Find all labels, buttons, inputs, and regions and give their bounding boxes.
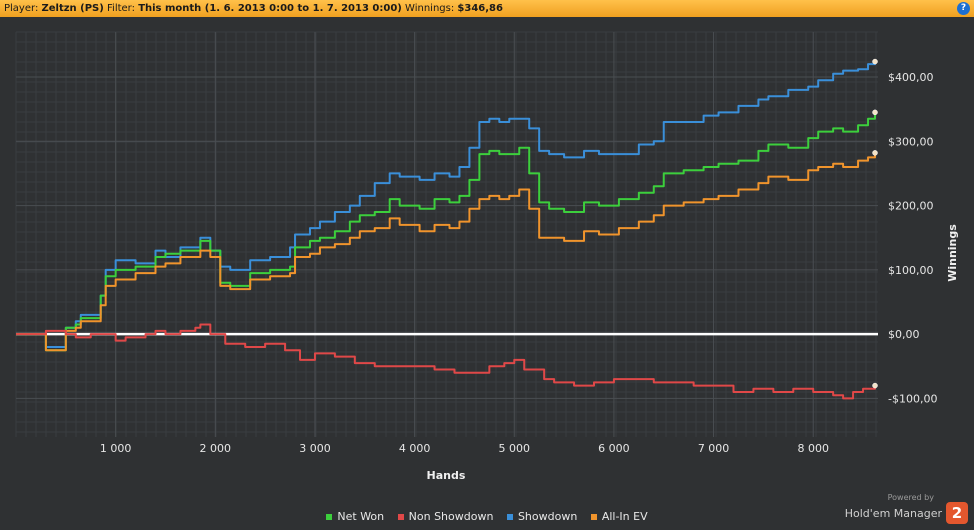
- winnings-value: $346,86: [457, 3, 503, 14]
- series-line: [16, 152, 877, 352]
- plot-area: [16, 32, 878, 437]
- y-axis-ticks: -$100,00 $0,00 $100,00 $200,00 $300,00 $400,0…: [888, 71, 937, 405]
- legend-item[interactable]: Showdown: [506, 510, 578, 523]
- x-tick-label: 2 000: [200, 442, 232, 455]
- winnings-chart: 1 000 2 000 3 000 4 000 5 000 6 000 7 000 8 000…: [15, 31, 959, 482]
- x-tick-label: 5 000: [499, 442, 531, 455]
- hm2-logo-icon: 2: [946, 502, 968, 524]
- help-icon[interactable]: ?: [957, 2, 970, 15]
- player-name: Zeltzn (PS): [41, 3, 104, 14]
- y-tick-label: -$100,00: [888, 392, 937, 405]
- legend-label: Net Won: [337, 510, 385, 523]
- legend-label: Non Showdown: [408, 510, 494, 523]
- header-bar: Player: Zeltzn (PS) Filter: This month (…: [0, 0, 974, 17]
- y-axis-label: Winnings: [946, 224, 959, 282]
- legend-item[interactable]: All-In EV: [590, 510, 648, 523]
- powered-by-text: Powered by: [887, 493, 934, 502]
- series-line: [16, 112, 877, 352]
- series-end-point: [872, 382, 878, 389]
- series-end-point: [872, 109, 878, 116]
- y-tick-label: $400,00: [888, 71, 934, 84]
- y-tick-label: $0,00: [888, 328, 920, 341]
- x-tick-label: 4 000: [399, 442, 431, 455]
- series-line: [16, 323, 877, 400]
- y-tick-label: $300,00: [888, 135, 934, 148]
- filter-label: Filter:: [107, 3, 135, 14]
- filter-value[interactable]: This month (1. 6. 2013 0:00 to 1. 7. 201…: [138, 3, 402, 14]
- player-label: Player:: [4, 3, 39, 14]
- x-axis-label: Hands: [427, 469, 466, 482]
- series-lines: [16, 58, 878, 400]
- series-end-point: [872, 58, 878, 65]
- x-tick-label: 3 000: [299, 442, 331, 455]
- x-tick-label: 7 000: [698, 442, 730, 455]
- chart-grid: [15, 31, 878, 437]
- y-tick-label: $100,00: [888, 264, 934, 277]
- x-tick-label: 6 000: [598, 442, 630, 455]
- x-tick-label: 8 000: [797, 442, 829, 455]
- series-end-point: [872, 150, 878, 156]
- brand-name: Hold'em Manager: [844, 506, 942, 520]
- legend-label: All-In EV: [601, 510, 648, 523]
- legend-item[interactable]: Non Showdown: [397, 510, 494, 523]
- brand-block: Powered by Hold'em Manager 2: [845, 493, 968, 524]
- chart-legend: Net Won Non Showdown Showdown All-In EV: [0, 510, 974, 523]
- legend-label: Showdown: [517, 510, 578, 523]
- x-axis-ticks: 1 000 2 000 3 000 4 000 5 000 6 000 7 000 8 000: [100, 442, 829, 455]
- winnings-label: Winnings:: [405, 3, 455, 14]
- y-tick-label: $200,00: [888, 200, 934, 213]
- legend-item[interactable]: Net Won: [326, 510, 384, 523]
- x-tick-label: 1 000: [100, 442, 132, 455]
